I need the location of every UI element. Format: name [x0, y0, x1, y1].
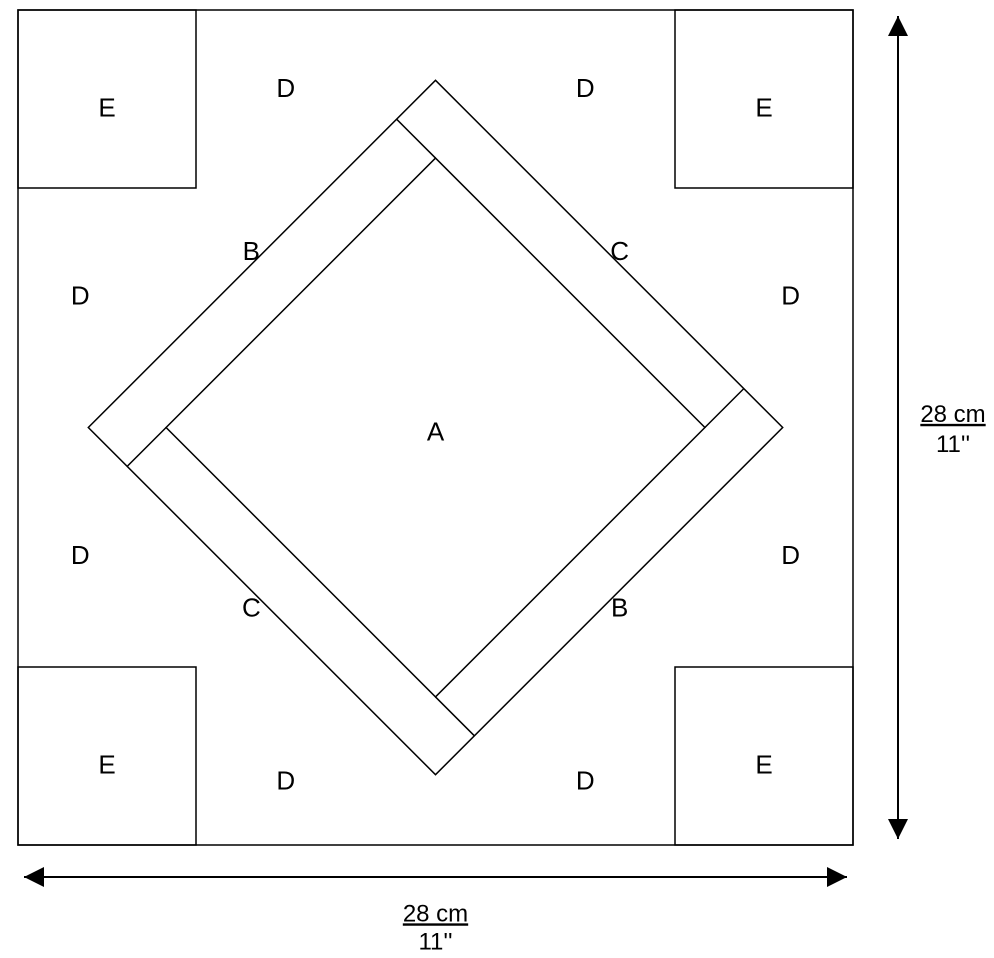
seam [397, 119, 436, 158]
label-A: A [427, 416, 445, 446]
label-B: B [243, 236, 260, 266]
dimension-in: 11'' [418, 928, 452, 955]
dimension-cm: 28 cm [920, 401, 985, 428]
label-D: D [71, 540, 90, 570]
seam [705, 389, 744, 428]
label-D: D [576, 766, 595, 796]
label-D: D [276, 766, 295, 796]
label-C: C [610, 236, 629, 266]
label-C: C [242, 593, 261, 623]
seam [436, 697, 475, 736]
label-E: E [755, 750, 772, 780]
dimension-in: 11'' [936, 431, 970, 458]
label-D: D [576, 73, 595, 103]
label-D: D [276, 73, 295, 103]
label-E: E [755, 93, 772, 123]
label-E: E [98, 750, 115, 780]
seam [127, 428, 166, 467]
label-E: E [98, 93, 115, 123]
label-D: D [71, 281, 90, 311]
label-D: D [781, 281, 800, 311]
dimension-cm: 28 cm [403, 900, 468, 927]
label-D: D [781, 540, 800, 570]
label-B: B [611, 593, 628, 623]
